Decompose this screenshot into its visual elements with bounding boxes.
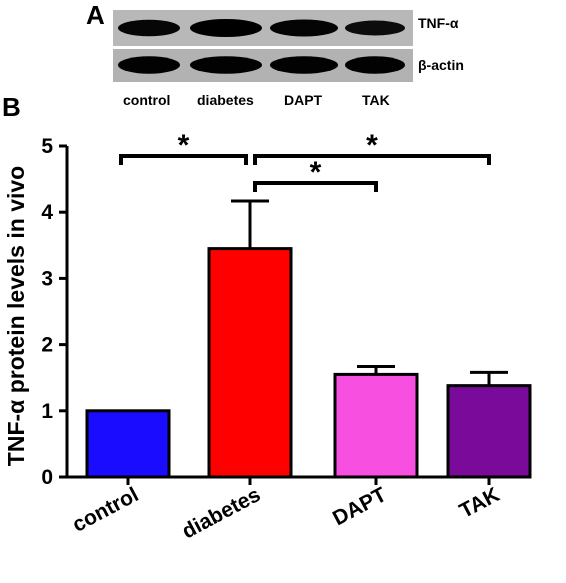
panel-b: B TNF-α protein levels in vivo 0 1 2 3 4 5 con… — [2, 92, 532, 543]
y-tick-label-3: 3 — [41, 267, 53, 290]
x-category-label-tak: TAK — [456, 483, 504, 523]
x-category-label-control: control — [69, 483, 143, 537]
band-tnf-dapt — [270, 19, 338, 37]
panel-a: A TNF-α β-actin control diabetes DAPT TA… — [86, 0, 464, 108]
band-tnf-control — [118, 19, 180, 37]
blot-label-tnf: TNF-α — [418, 15, 459, 31]
y-tick-label-1: 1 — [41, 400, 53, 423]
panel-b-letter: B — [2, 92, 21, 122]
y-axis-title: TNF-α protein levels in vivo — [3, 166, 29, 466]
bar-diabetes — [207, 247, 293, 479]
blot-bands — [118, 19, 405, 74]
chart-bars — [85, 199, 532, 479]
y-tick-label-2: 2 — [41, 334, 53, 357]
band-actin-dapt — [270, 56, 338, 74]
lane-label-tak: TAK — [362, 92, 390, 108]
sig-star-control-diabetes: * — [178, 129, 190, 162]
band-actin-control — [118, 56, 180, 74]
panel-a-letter: A — [86, 0, 105, 30]
lane-label-control: control — [123, 92, 170, 108]
x-category-label-dapt: DAPT — [329, 483, 390, 530]
sig-bracket-diabetes-tak — [253, 154, 491, 165]
x-category-label-diabetes: diabetes — [178, 483, 264, 543]
y-tick-label-4: 4 — [41, 201, 53, 224]
sig-bracket-diabetes-dapt — [253, 181, 378, 192]
sig-bracket-control-diabetes — [119, 154, 248, 165]
significance-brackets: * * * — [119, 129, 491, 192]
band-actin-tak — [345, 56, 405, 74]
y-tick-label-5: 5 — [41, 135, 53, 158]
bar-tak — [446, 384, 532, 479]
lane-label-dapt: DAPT — [284, 92, 323, 108]
sig-star-diabetes-tak: * — [366, 129, 378, 162]
band-tnf-tak — [345, 20, 405, 36]
sig-star-diabetes-dapt: * — [310, 156, 322, 189]
y-tick-label-0: 0 — [41, 466, 53, 489]
lane-label-diabetes: diabetes — [197, 92, 254, 108]
blot-label-actin: β-actin — [418, 57, 464, 73]
band-actin-diabetes — [190, 56, 262, 74]
band-tnf-diabetes — [190, 19, 262, 37]
bar-control — [85, 409, 171, 479]
bar-dapt — [333, 372, 419, 479]
